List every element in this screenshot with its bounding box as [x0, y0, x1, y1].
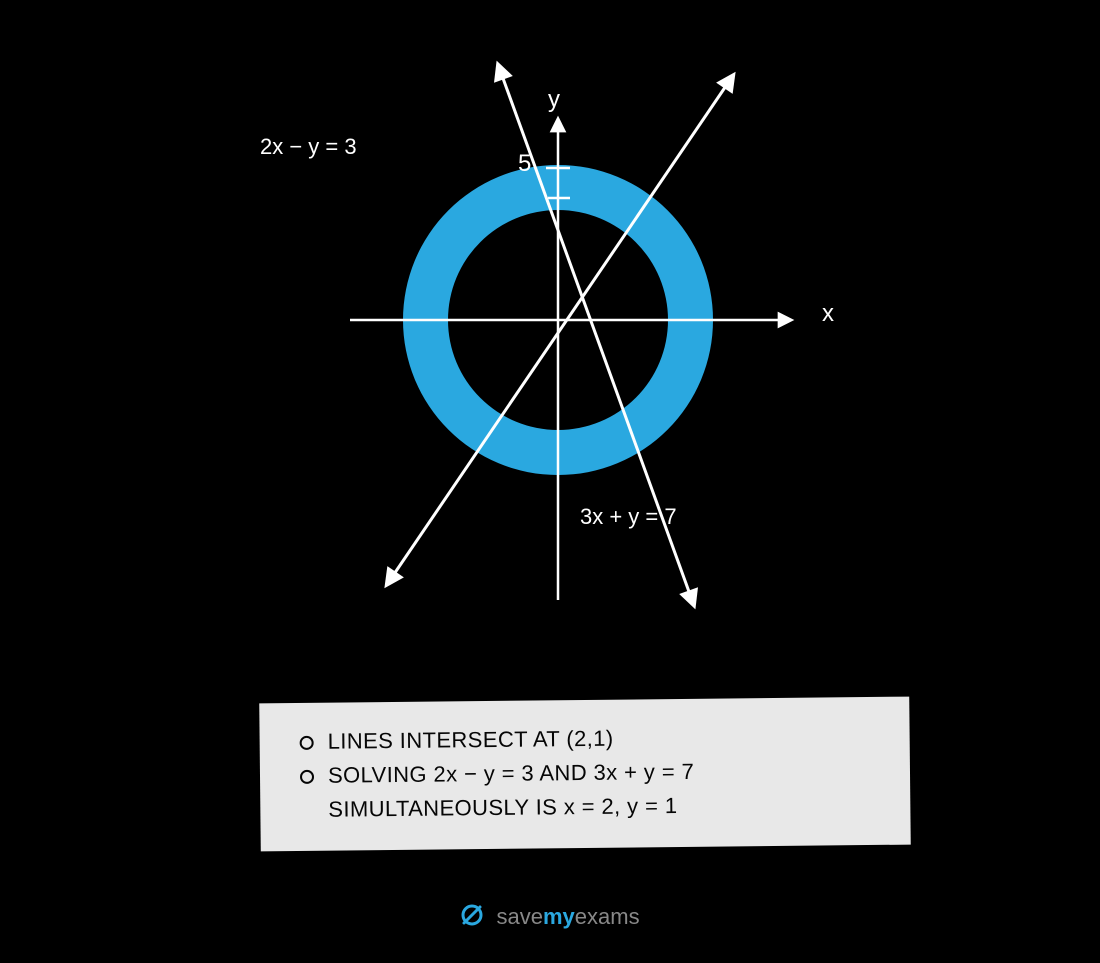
graph-panel: y x 5 2x − y = 3 3x + y = 7 [300, 120, 800, 620]
y-tick-5: 5 [518, 150, 531, 178]
brand-logo-icon [460, 903, 484, 933]
line-label-2: 3x + y = 7 [580, 504, 677, 530]
bullet-icon [300, 736, 314, 750]
brand-footer: savemyexams [0, 903, 1100, 933]
callout-box: LINES INTERSECT AT (2,1) SOLVING 2x − y … [259, 697, 911, 852]
brand-word-3: exams [575, 904, 640, 929]
brand-word-2: my [543, 904, 575, 929]
y-axis-label: y [548, 86, 560, 114]
x-axis-label: x [822, 300, 834, 328]
bullet-icon [300, 770, 314, 784]
line-label-1: 2x − y = 3 [260, 134, 357, 160]
graph-svg [300, 120, 800, 620]
brand-word-1: save [497, 904, 543, 929]
callout-line-2: SOLVING 2x − y = 3 AND 3x + y = 7 SIMULT… [328, 755, 695, 827]
callout-line-1: LINES INTERSECT AT (2,1) [327, 722, 613, 759]
